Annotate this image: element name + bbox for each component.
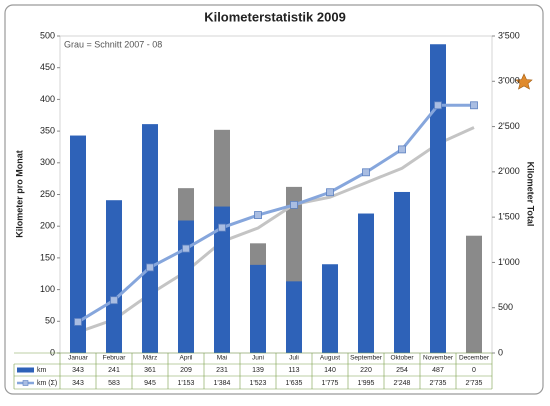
table-value: 1'775	[322, 380, 339, 387]
table-value: 2'735	[430, 380, 447, 387]
table-value: 343	[72, 380, 84, 387]
legend-swatch	[22, 380, 29, 386]
bar	[466, 235, 482, 353]
bar	[250, 264, 266, 353]
table-value: 2'248	[394, 380, 411, 387]
y2-tick-label: 0	[498, 347, 503, 357]
x-tick-label: Mai	[217, 355, 227, 362]
table-value: 487	[432, 367, 444, 374]
table-value: 343	[72, 367, 84, 374]
y2-tick-label: 1'500	[498, 212, 520, 222]
table-value: 2'735	[466, 380, 483, 387]
y2-tick-label: 500	[498, 302, 513, 312]
x-tick-label: Juni	[252, 355, 264, 362]
y-tick-label: 350	[40, 125, 55, 135]
y2-tick-label: 2'000	[498, 166, 520, 176]
bar	[286, 281, 302, 353]
x-tick-label: März	[143, 355, 157, 362]
line-marker	[326, 188, 334, 197]
y-tick-label: 400	[40, 94, 55, 104]
chart-title: Kilometerstatistik 2009	[204, 9, 346, 24]
table-value: 945	[144, 380, 156, 387]
y-tick-label: 250	[40, 189, 55, 199]
line-marker	[74, 318, 82, 326]
table-value: 209	[180, 367, 192, 374]
y-tick-label: 500	[40, 30, 55, 40]
x-tick-label: Januar	[68, 355, 89, 362]
line-marker	[470, 101, 478, 110]
table-value: 1'384	[214, 380, 231, 387]
y2-tick-label: 2'500	[498, 121, 520, 131]
table-value: 361	[144, 367, 156, 374]
bar	[142, 124, 158, 353]
y2-tick-label: 1'000	[498, 257, 520, 267]
plot-area	[59, 35, 493, 354]
bar	[322, 264, 338, 353]
table-value: 254	[396, 367, 408, 374]
line-marker	[182, 244, 190, 253]
line	[77, 103, 474, 324]
x-tick-label: December	[459, 355, 490, 362]
table-value: 139	[252, 367, 264, 374]
table-value: 241	[108, 367, 120, 374]
table-value: 0	[472, 367, 476, 374]
x-tick-label: September	[350, 355, 383, 362]
x-tick-label: Oktober	[390, 355, 414, 362]
bar	[430, 44, 446, 353]
bar	[394, 191, 410, 353]
y-tick-label: 450	[40, 62, 55, 72]
y-tick-label: 300	[40, 157, 55, 167]
y-tick-label: 150	[40, 252, 55, 262]
table-value: 140	[324, 367, 336, 374]
table-value: 220	[360, 367, 372, 374]
line-marker	[218, 223, 226, 232]
x-tick-label: Februar	[103, 355, 127, 362]
x-tick-label: November	[423, 355, 454, 362]
bar	[358, 213, 374, 353]
y-tick-label: 50	[45, 316, 55, 326]
table-value: 583	[108, 380, 120, 387]
y-axis-label: Kilometer pro Monat	[14, 150, 24, 238]
line-marker	[362, 168, 370, 177]
table-value: 113	[288, 367, 299, 374]
legend-label: km	[37, 367, 47, 374]
y2-axis-label: Kilometer Total	[526, 162, 536, 227]
line-marker	[146, 263, 154, 272]
annotation: Grau = Schnitt 2007 - 08	[64, 39, 162, 49]
legend-swatch	[17, 367, 34, 373]
y-tick-label: 0	[50, 347, 55, 357]
x-tick-label: August	[320, 355, 340, 362]
table-value: 1'635	[286, 380, 303, 387]
table-value: 1'153	[178, 380, 195, 387]
y-tick-label: 100	[40, 284, 55, 294]
table-value: 1'523	[250, 380, 267, 387]
bar	[70, 135, 86, 353]
table-value: 1'995	[358, 380, 375, 387]
y-tick-label: 200	[40, 221, 55, 231]
legend-label: km (Σ)	[37, 380, 57, 387]
x-tick-label: Juli	[289, 355, 299, 362]
y2-tick-label: 3'000	[498, 76, 520, 86]
bar	[106, 200, 122, 353]
line-marker	[398, 145, 406, 154]
x-tick-label: April	[179, 355, 193, 362]
y2-tick-label: 3'500	[498, 30, 520, 40]
table-value: 231	[216, 367, 228, 374]
bar	[214, 206, 230, 353]
line-marker	[434, 101, 442, 110]
line-marker	[290, 201, 298, 209]
bar	[178, 220, 194, 353]
line-marker	[254, 211, 262, 219]
goal-star	[515, 73, 533, 90]
line-marker	[110, 296, 118, 305]
